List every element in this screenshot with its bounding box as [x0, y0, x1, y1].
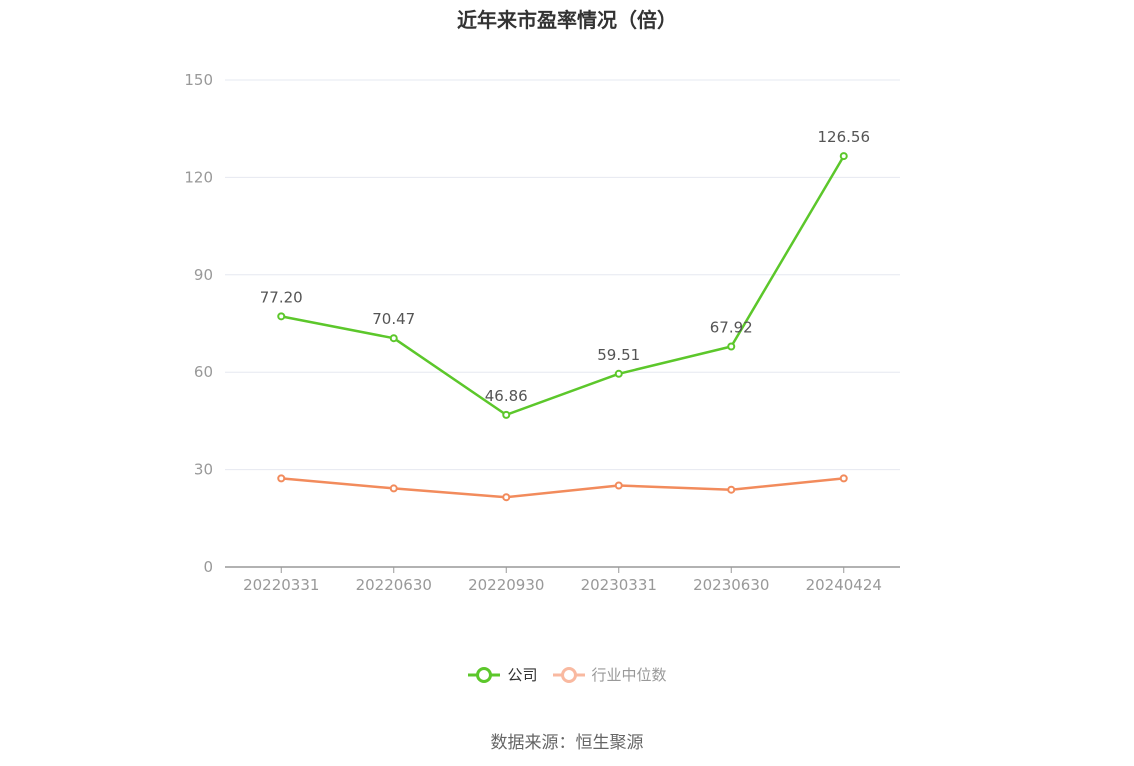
y-tick-label: 90 [194, 266, 213, 284]
legend-company-label: 公司 [507, 666, 538, 684]
data-point-company [502, 410, 511, 419]
y-tick-label: 0 [203, 558, 213, 576]
chart-title: 近年来市盈率情况（倍） [457, 8, 677, 32]
x-tick-label: 20240424 [806, 576, 882, 594]
legend-item-company[interactable]: 公司 [467, 664, 538, 685]
x-tick-label: 20230630 [693, 576, 769, 594]
data-point-industry [277, 474, 286, 483]
x-tick-label: 20220630 [356, 576, 432, 594]
legend-industry-label: 行业中位数 [591, 666, 667, 684]
series-line-company [281, 155, 845, 417]
x-tick-label: 20220331 [243, 576, 319, 594]
data-label-company: 77.20 [260, 288, 303, 306]
data-point-industry [389, 484, 398, 493]
y-tick-label: 150 [184, 71, 213, 89]
legend-company-marker-icon [468, 666, 501, 683]
data-point-company [614, 369, 623, 378]
data-point-industry [614, 481, 623, 490]
data-point-company [727, 342, 736, 351]
data-point-company [277, 312, 286, 321]
data-point-industry [839, 474, 848, 483]
y-tick-label: 30 [194, 461, 213, 479]
data-label-company: 59.51 [597, 346, 640, 364]
x-tick-label: 20220930 [468, 576, 544, 594]
legend-industry-marker-icon [552, 666, 585, 683]
series-line-industry [281, 477, 844, 499]
data-source: 数据来源：恒生聚源 [490, 733, 644, 753]
data-label-company: 70.47 [372, 310, 415, 328]
data-label-company: 46.86 [485, 387, 528, 405]
x-tick-label: 20230331 [581, 576, 657, 594]
data-point-company [389, 334, 398, 343]
data-point-company [839, 152, 848, 161]
legend: 公司 行业中位数 [0, 664, 1134, 685]
data-label-company: 126.56 [818, 128, 871, 146]
y-tick-label: 60 [194, 363, 213, 381]
y-tick-label: 120 [184, 168, 213, 186]
data-point-industry [502, 493, 511, 502]
data-label-company: 67.92 [710, 318, 753, 336]
data-point-industry [727, 485, 736, 494]
legend-item-industry[interactable]: 行业中位数 [552, 664, 667, 685]
